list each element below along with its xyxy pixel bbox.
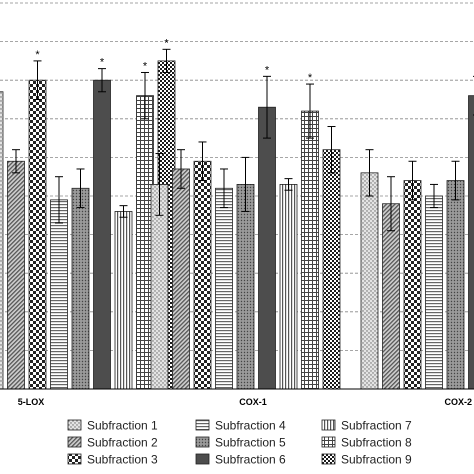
bar bbox=[446, 180, 465, 390]
legend-label: Subfraction 9 bbox=[341, 453, 412, 467]
legend-swatch bbox=[321, 419, 336, 431]
x-tick-label: COX-1 bbox=[239, 397, 267, 407]
bar bbox=[322, 149, 341, 390]
x-tick-label: COX-2 bbox=[444, 397, 472, 407]
bar bbox=[360, 172, 379, 390]
legend-label: Subfraction 2 bbox=[87, 436, 158, 450]
significance-marker: * bbox=[100, 57, 105, 69]
legend-swatch bbox=[67, 436, 82, 448]
bar bbox=[28, 79, 47, 390]
bar bbox=[301, 110, 319, 390]
legend-label: Subfraction 6 bbox=[215, 453, 286, 467]
legend-swatch bbox=[195, 436, 210, 448]
x-axis: 5-LOX COX-1 COX-2 bbox=[0, 388, 474, 407]
legend-label: Subfraction 5 bbox=[215, 436, 286, 450]
bar bbox=[0, 91, 4, 390]
significance-marker: * bbox=[143, 60, 148, 72]
legend-label: Subfraction 4 bbox=[215, 419, 286, 433]
legend-swatch bbox=[321, 453, 336, 465]
bar bbox=[236, 184, 255, 390]
bar bbox=[93, 79, 111, 390]
bar bbox=[279, 184, 298, 390]
legend-label: Subfraction 1 bbox=[87, 419, 158, 433]
bar bbox=[425, 195, 443, 390]
legend-label: Subfraction 8 bbox=[341, 436, 412, 450]
bar bbox=[468, 95, 474, 390]
x-tick-label: 5-LOX bbox=[18, 397, 45, 407]
legend: Subfraction 1 Subfraction 2 Subfraction 3 S… bbox=[67, 419, 412, 467]
significance-marker: * bbox=[265, 64, 270, 76]
bar bbox=[7, 160, 25, 390]
legend-label: Subfraction 3 bbox=[87, 453, 158, 467]
legend-swatch bbox=[67, 419, 82, 431]
bar bbox=[50, 199, 68, 390]
bar bbox=[403, 180, 422, 390]
significance-marker: * bbox=[308, 72, 313, 84]
bar bbox=[172, 168, 190, 390]
bar bbox=[215, 187, 233, 390]
significance-marker: * bbox=[35, 49, 40, 61]
legend-swatch bbox=[195, 453, 210, 465]
bars: ******* bbox=[0, 37, 474, 390]
bar bbox=[71, 187, 90, 390]
legend-swatch bbox=[321, 436, 336, 448]
bar bbox=[114, 211, 133, 390]
legend-swatch bbox=[67, 453, 82, 465]
bar bbox=[258, 106, 276, 390]
bar bbox=[382, 203, 400, 390]
bar bbox=[193, 160, 212, 390]
significance-marker: * bbox=[164, 37, 169, 49]
legend-label: Subfraction 7 bbox=[341, 419, 412, 433]
legend-swatch bbox=[195, 419, 210, 431]
